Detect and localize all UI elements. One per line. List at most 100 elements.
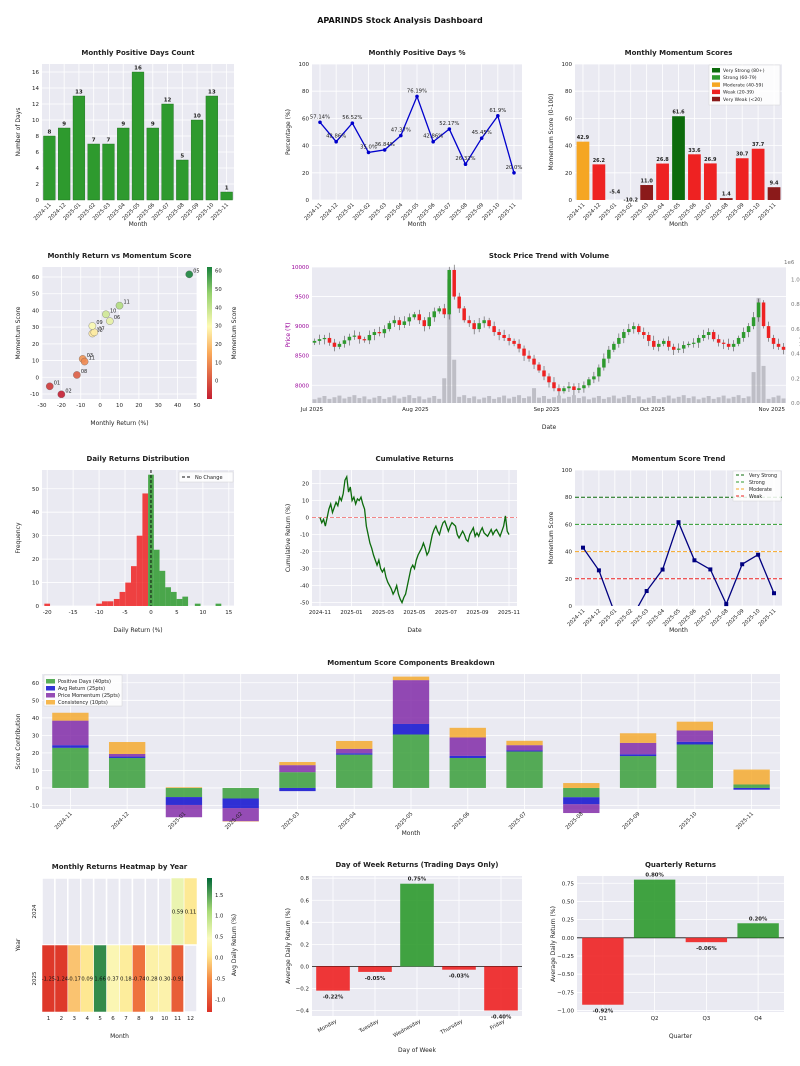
volume-bar — [532, 388, 537, 403]
bar — [87, 143, 100, 201]
volume-bar — [427, 397, 432, 403]
price-trend-chart: Stock Price Trend with Volume Date Price (… — [285, 252, 800, 431]
candle-body — [382, 329, 387, 334]
data-point — [350, 121, 355, 125]
y-axis-label: Momentum Score — [548, 511, 555, 564]
candle-body — [487, 320, 491, 327]
volume-bar — [527, 396, 532, 403]
positive-days-count-chart: Monthly Positive Days Count Month Number o… — [15, 49, 234, 228]
x-axis-label: Date — [407, 627, 422, 634]
volume-bar — [696, 399, 701, 403]
bar — [767, 187, 781, 200]
volume-bar — [596, 395, 601, 403]
bar-value-label: 37.7 — [752, 142, 765, 148]
return-vs-momentum-chart: Monthly Return vs Momentum Score Monthly … — [15, 252, 238, 427]
heatmap-value: -1.24 — [55, 977, 69, 983]
heatmap-value: 0.37 — [107, 977, 119, 983]
x-tick-label: Oct 2025 — [640, 407, 666, 413]
stacked-bar-segment — [279, 765, 316, 773]
x-tick-label: -5 — [122, 610, 128, 616]
candle-body — [342, 340, 347, 344]
bar — [737, 923, 779, 938]
bar — [102, 143, 115, 201]
bar — [58, 127, 71, 201]
bar — [43, 135, 56, 201]
chart-title: Monthly Positive Days Count — [81, 49, 195, 57]
heatmap-value: 0.18 — [120, 977, 132, 983]
bar-value-label: 61.6 — [672, 110, 685, 116]
x-tick-label: 4 — [85, 1016, 89, 1022]
point-label: 09 — [96, 320, 102, 326]
candle-body — [322, 337, 327, 340]
returns-distribution-chart: Daily Returns Distribution Daily Return (… — [15, 455, 234, 634]
x-axis-label: Monthly Return (%) — [90, 420, 148, 427]
y-tick-label: 10000 — [292, 265, 310, 271]
volume-bar — [761, 365, 766, 403]
colorbar-tick: 60 — [215, 269, 222, 275]
histogram-bar — [125, 582, 131, 606]
legend-box — [43, 674, 123, 707]
volume-bar — [551, 397, 556, 403]
x-tick-label: -15 — [69, 610, 78, 616]
legend-swatch — [712, 68, 720, 73]
volume-bar — [422, 399, 427, 403]
volume-bar — [611, 395, 616, 403]
bar — [205, 95, 218, 201]
stacked-bar-segment — [279, 787, 316, 792]
candle-body — [392, 320, 397, 324]
stacked-bar-segment — [506, 745, 543, 751]
volume-bar — [402, 396, 407, 403]
x-tick-label: 20 — [135, 403, 142, 409]
bar — [220, 191, 233, 201]
x-tick-label: 2025-11 — [498, 610, 520, 616]
volume-bar — [706, 395, 711, 403]
y-tick-label: 40 — [565, 550, 572, 556]
legend-label: Very Strong — [749, 473, 777, 479]
x-axis-label: Month — [669, 627, 688, 634]
bar-value-label: -0.92% — [593, 1009, 614, 1015]
legend-label: Weak (20-39) — [723, 90, 754, 96]
y-axis-label: Frequency — [15, 522, 22, 553]
heatmap-empty-cell — [105, 877, 121, 946]
heatmap-empty-cell — [131, 877, 147, 946]
volume-bar — [631, 398, 636, 403]
stacked-bar-segment — [506, 740, 543, 746]
x-tick-label: 15 — [225, 610, 232, 616]
point-label: 02 — [65, 388, 71, 394]
bar — [703, 163, 717, 200]
bar — [688, 154, 701, 200]
bar-value-label: -5.4 — [609, 190, 620, 196]
colorbar-tick: 50 — [215, 287, 222, 293]
candle-body — [741, 332, 746, 338]
chart-title: Monthly Momentum Scores — [625, 49, 733, 57]
candle-body — [537, 364, 541, 371]
colorbar-tick: 10 — [215, 360, 222, 366]
y-tick-label: 20 — [32, 342, 39, 348]
x-tick-label: 2025-06 — [451, 811, 471, 831]
stacked-bar-segment — [108, 753, 146, 757]
candle-body — [612, 343, 616, 350]
volume-bar — [731, 396, 736, 403]
candle-body — [696, 337, 701, 343]
volume-bar — [651, 395, 656, 403]
x-tick-label: 0 — [98, 403, 102, 409]
legend-label: Very Strong (80+) — [723, 68, 765, 74]
x-tick-label: 2025-04 — [338, 811, 358, 831]
stacked-bar-segment — [619, 756, 657, 788]
bar-value-label: 26.2 — [593, 158, 606, 164]
bar-value-label: 42.9 — [577, 135, 590, 141]
data-point — [496, 114, 500, 118]
colorbar-tick: 0 — [215, 379, 219, 385]
y-tick-label: 0.50 — [562, 899, 575, 905]
y2-tick-label: 0.0 — [791, 401, 800, 407]
data-point — [692, 558, 697, 563]
legend-box — [708, 64, 781, 106]
point-value-label: 26.32% — [455, 156, 475, 162]
x-tick-label: 2025-03 — [281, 811, 301, 831]
volume-bar — [332, 397, 337, 403]
candle-body — [642, 332, 646, 335]
candle-body — [327, 337, 332, 343]
volume-bar — [756, 297, 761, 403]
legend-label: Avg Return (25pts) — [58, 686, 105, 692]
bar-value-label: -0.22% — [323, 995, 344, 1001]
